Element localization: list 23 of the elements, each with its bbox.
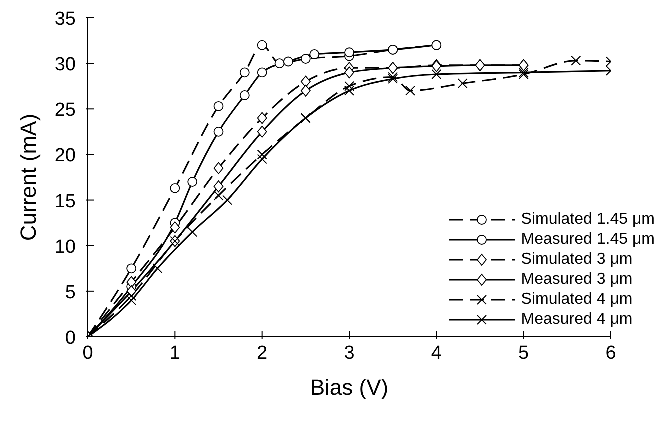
x-tick-label: 0 xyxy=(82,343,94,364)
y-tick-label: 0 xyxy=(65,328,76,349)
legend-label: Simulated 3 μm xyxy=(521,251,633,269)
y-tick-label: 5 xyxy=(65,282,76,304)
y-tick-label: 30 xyxy=(54,54,76,76)
legend-label: Simulated 4 μm xyxy=(521,291,633,309)
y-tick-label: 10 xyxy=(54,236,76,258)
x-tick-label: 6 xyxy=(606,343,616,364)
y-tick-label: 25 xyxy=(54,100,76,122)
legend-label: Measured 4 μm xyxy=(521,311,633,329)
y-tick-label: 15 xyxy=(54,191,76,212)
x-tick-label: 5 xyxy=(518,343,530,364)
x-tick-label: 4 xyxy=(431,343,442,364)
x-tick-label: 3 xyxy=(344,343,355,364)
legend-label: Measured 1.45 μm xyxy=(521,231,655,249)
legend-label: Measured 3 μm xyxy=(521,271,633,289)
x-tick-label: 1 xyxy=(170,343,180,364)
x-axis-title: Bias (V) xyxy=(310,375,389,400)
y-axis-title: Current (mA) xyxy=(16,114,41,242)
x-tick-label: 2 xyxy=(257,343,268,364)
y-tick-label: 20 xyxy=(54,146,76,167)
y-tick-label: 35 xyxy=(54,9,76,30)
legend-label: Simulated 1.45 μm xyxy=(521,211,655,229)
